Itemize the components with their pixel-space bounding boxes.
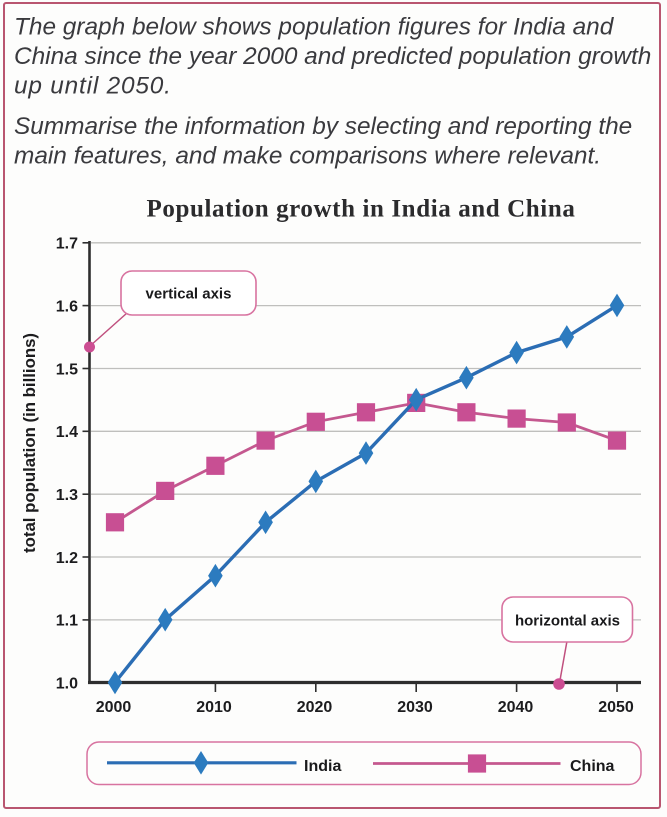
svg-text:The graph below shows populati: The graph below shows population figures…	[14, 13, 615, 40]
svg-text:1.5: 1.5	[56, 361, 78, 378]
svg-text:India: India	[304, 758, 341, 775]
svg-text:China since the year 2000 and: China since the year 2000 and predicted …	[14, 43, 651, 70]
svg-text:2020: 2020	[297, 699, 333, 716]
svg-text:China: China	[570, 758, 615, 775]
svg-text:1.0: 1.0	[56, 675, 78, 692]
svg-text:2010: 2010	[196, 699, 232, 716]
svg-text:1.6: 1.6	[56, 298, 78, 315]
svg-text:2000: 2000	[96, 699, 132, 716]
svg-text:2030: 2030	[397, 699, 433, 716]
svg-text:total population (in billions): total population (in billions)	[20, 333, 39, 553]
svg-text:Summarise the information by s: Summarise the information by selecting a…	[14, 113, 632, 140]
svg-text:1.3: 1.3	[56, 487, 78, 504]
svg-text:up until 2050.: up until 2050.	[14, 73, 172, 100]
svg-text:1.2: 1.2	[56, 550, 78, 567]
svg-text:vertical axis: vertical axis	[146, 286, 232, 303]
svg-text:Population growth in India and: Population growth in India and China	[147, 196, 576, 223]
svg-text:1.4: 1.4	[56, 424, 78, 441]
svg-text:main features, and make compar: main features, and make comparisons wher…	[14, 143, 601, 170]
svg-text:2040: 2040	[498, 699, 534, 716]
svg-text:horizontal axis: horizontal axis	[515, 613, 620, 630]
svg-text:1.1: 1.1	[56, 613, 78, 630]
svg-text:2050: 2050	[598, 699, 634, 716]
svg-text:1.7: 1.7	[56, 236, 78, 253]
